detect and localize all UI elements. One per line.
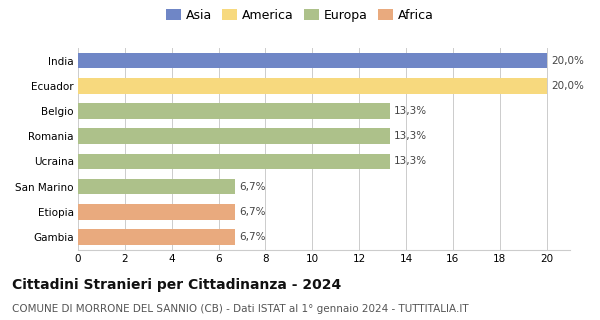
Text: 20,0%: 20,0% bbox=[551, 81, 584, 91]
Bar bbox=[78, 103, 389, 119]
Text: 20,0%: 20,0% bbox=[551, 56, 584, 66]
Bar bbox=[78, 229, 235, 245]
Bar bbox=[78, 53, 547, 68]
Text: 13,3%: 13,3% bbox=[394, 131, 427, 141]
Text: 13,3%: 13,3% bbox=[394, 156, 427, 166]
Legend: Asia, America, Europa, Africa: Asia, America, Europa, Africa bbox=[164, 6, 436, 24]
Text: 6,7%: 6,7% bbox=[239, 207, 266, 217]
Bar bbox=[78, 154, 389, 169]
Text: 13,3%: 13,3% bbox=[394, 106, 427, 116]
Text: 6,7%: 6,7% bbox=[239, 181, 266, 192]
Bar bbox=[78, 78, 547, 94]
Text: 6,7%: 6,7% bbox=[239, 232, 266, 242]
Bar bbox=[78, 179, 235, 195]
Bar bbox=[78, 204, 235, 220]
Bar bbox=[78, 128, 389, 144]
Text: Cittadini Stranieri per Cittadinanza - 2024: Cittadini Stranieri per Cittadinanza - 2… bbox=[12, 278, 341, 292]
Text: COMUNE DI MORRONE DEL SANNIO (CB) - Dati ISTAT al 1° gennaio 2024 - TUTTITALIA.I: COMUNE DI MORRONE DEL SANNIO (CB) - Dati… bbox=[12, 304, 469, 314]
